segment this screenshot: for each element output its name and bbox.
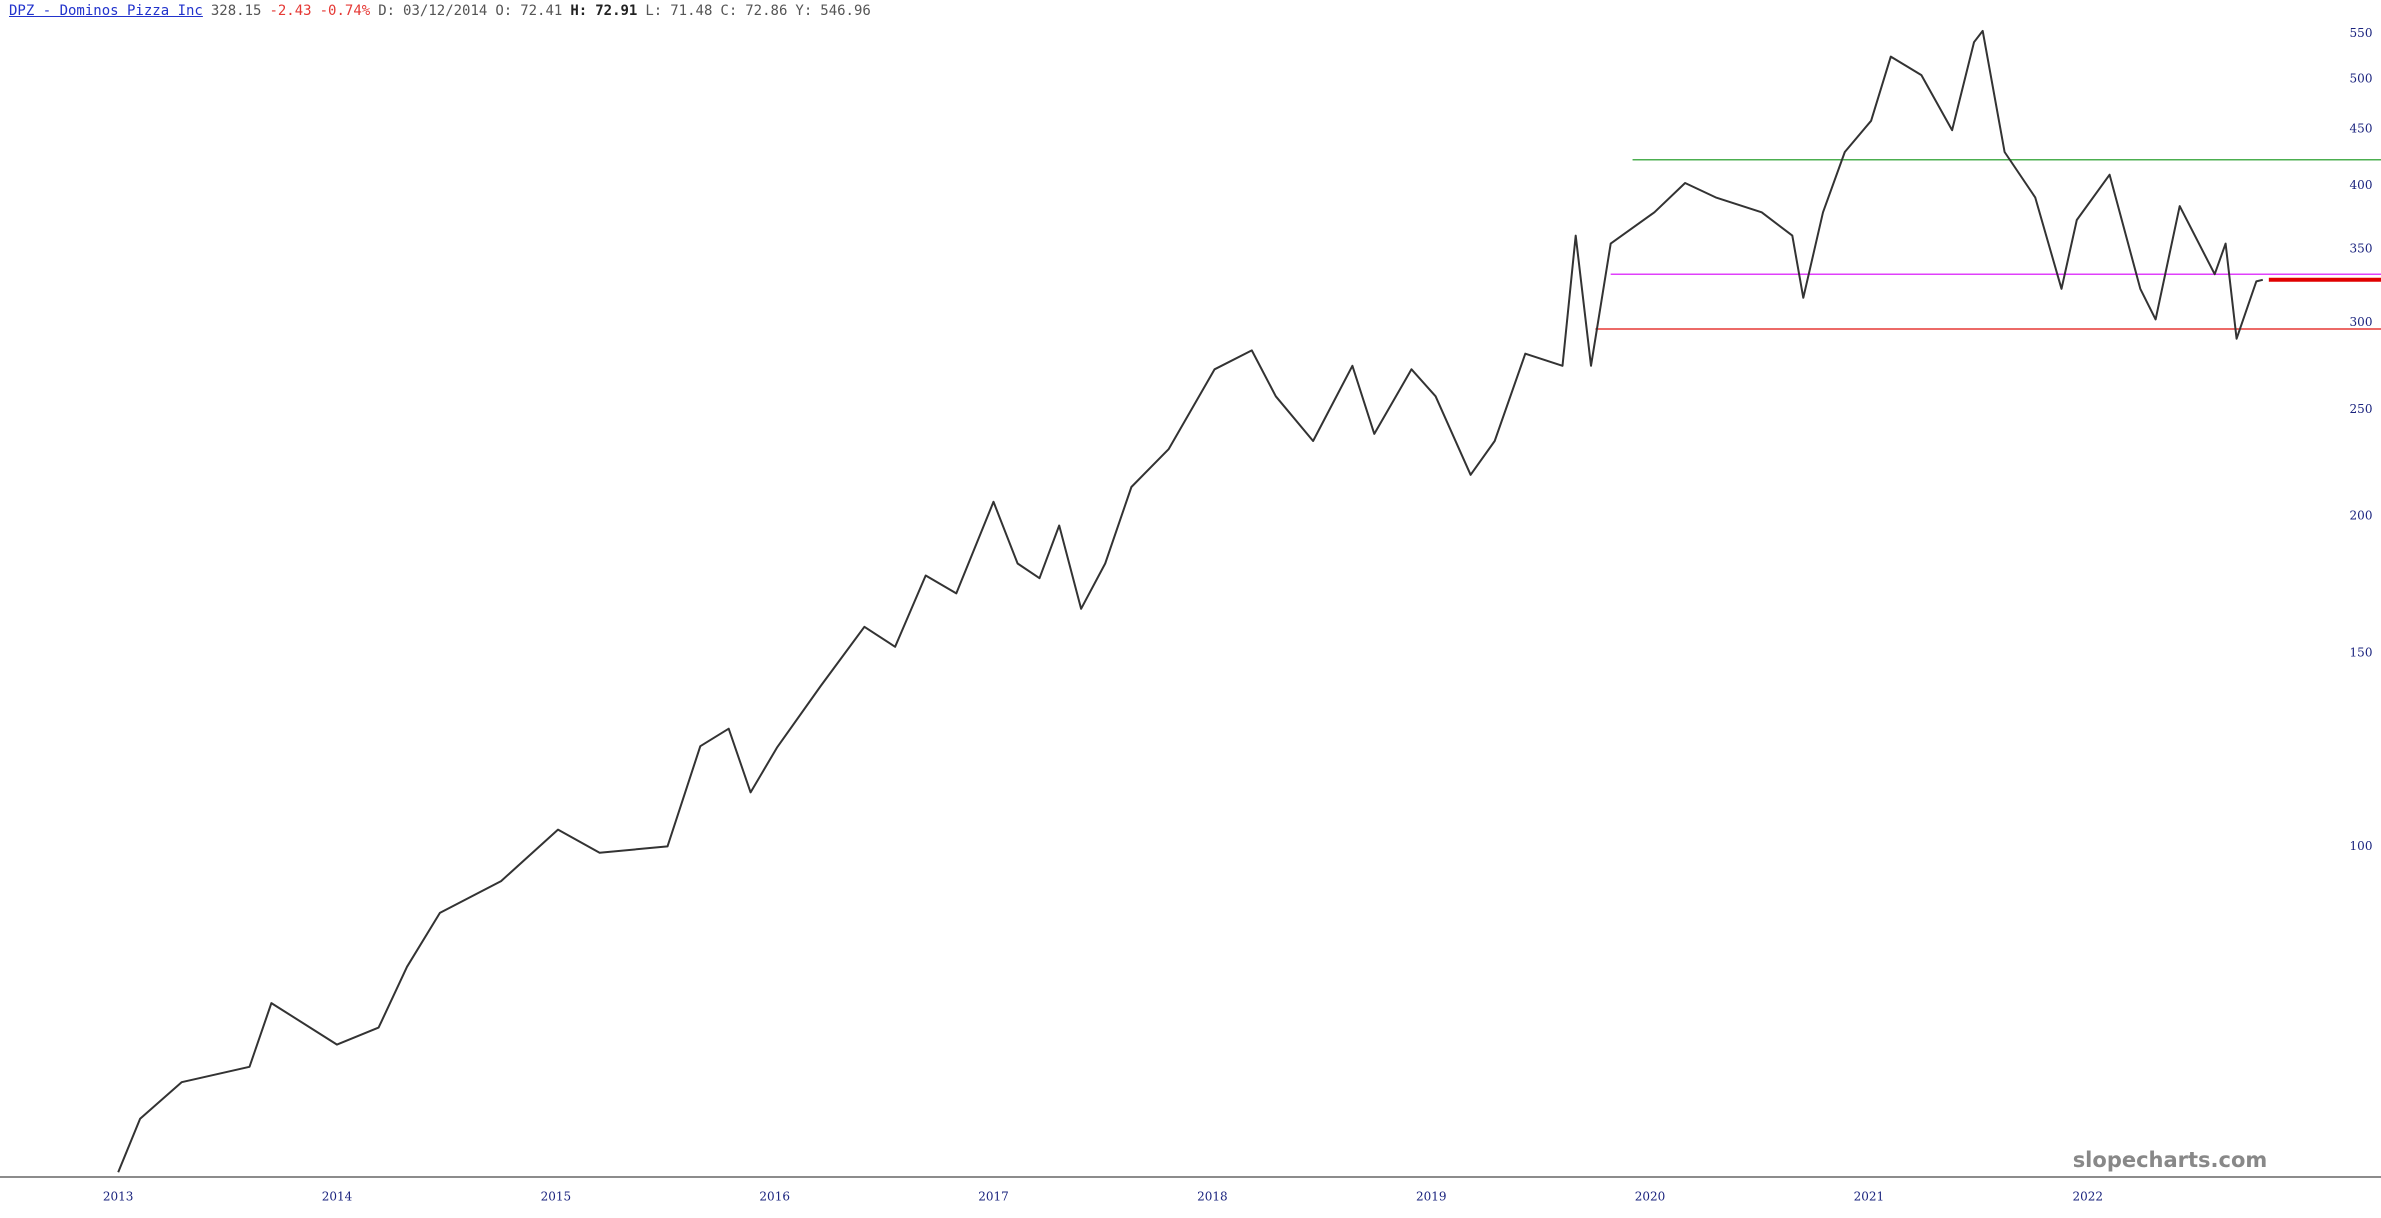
x-tick-label: 2016: [759, 1190, 790, 1204]
price-line: [117, 29, 2264, 1173]
last-price: 328.15: [210, 3, 262, 19]
y-label: Y:: [795, 3, 813, 19]
ohlc-value: 72.86: [745, 3, 788, 19]
y-value: 546.96: [820, 3, 871, 19]
x-tick-label: 2017: [978, 1190, 1009, 1204]
x-tick-label: 2014: [322, 1190, 353, 1204]
date-label: D:: [378, 3, 396, 19]
ohlc-label: O:: [495, 3, 513, 19]
ohlc-value: 71.48: [670, 3, 713, 19]
x-tick-label: 2022: [2072, 1190, 2103, 1204]
ohlc-label: H:: [570, 3, 588, 19]
y-tick-label: 150: [2350, 646, 2373, 660]
ohlc-value: 72.91: [595, 3, 638, 19]
y-tick-label: 200: [2350, 508, 2373, 522]
x-tick-label: 2021: [1854, 1190, 1885, 1204]
y-tick-label: 500: [2350, 71, 2373, 85]
date: 03/12/2014: [403, 3, 488, 19]
symbol-link[interactable]: DPZ - Dominos Pizza Inc: [9, 3, 203, 19]
x-tick-label: 2013: [103, 1190, 134, 1204]
y-tick-label: 550: [2350, 26, 2373, 40]
y-tick-label: 450: [2350, 122, 2373, 136]
ohlc-label: C:: [720, 3, 738, 19]
y-tick-label: 300: [2350, 315, 2373, 329]
x-tick-label: 2020: [1635, 1190, 1666, 1204]
change: -2.43: [269, 3, 312, 19]
ohlc-value: 72.41: [520, 3, 563, 19]
y-tick-label: 250: [2350, 402, 2373, 416]
ohlc-label: L:: [645, 3, 663, 19]
x-tick-label: 2015: [541, 1190, 572, 1204]
y-tick-label: 350: [2350, 242, 2373, 256]
y-tick-label: 400: [2350, 178, 2373, 192]
quote-header: DPZ - Dominos Pizza Inc 328.15 -2.43 -0.74%…: [9, 3, 879, 19]
x-tick-label: 2018: [1197, 1190, 1228, 1204]
change-pct: -0.74%: [319, 3, 371, 19]
y-tick-label: 100: [2350, 839, 2373, 853]
watermark: slopecharts.com: [2073, 1148, 2268, 1172]
x-tick-label: 2019: [1416, 1190, 1447, 1204]
